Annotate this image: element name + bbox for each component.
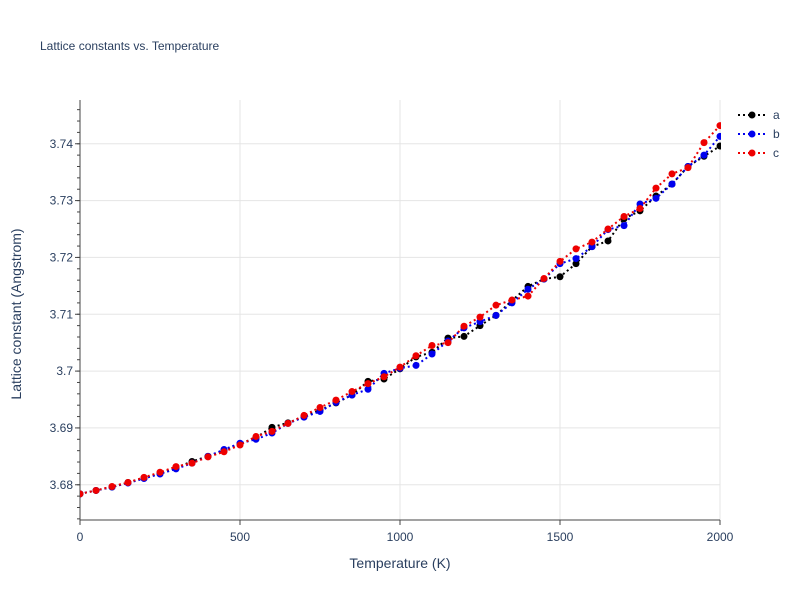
data-point-c xyxy=(444,339,452,347)
data-point-c xyxy=(556,257,564,265)
data-point-a xyxy=(716,142,721,150)
data-point-c xyxy=(572,245,580,253)
data-point-c xyxy=(412,352,420,360)
data-point-c xyxy=(476,313,484,321)
x-tick-label: 1000 xyxy=(387,530,414,544)
legend[interactable]: abc xyxy=(738,108,780,160)
data-point-c xyxy=(604,225,612,233)
x-axis-ticks: 0 500 1000 1500 2000 xyxy=(77,520,734,544)
data-point-c xyxy=(80,490,84,498)
data-point-c xyxy=(252,432,260,440)
series-c xyxy=(80,122,721,498)
data-point-c xyxy=(524,292,532,300)
legend-item-a[interactable]: a xyxy=(738,108,780,122)
y-axis-label: Lattice constant (Angstrom) xyxy=(8,228,24,399)
data-point-c xyxy=(124,478,132,486)
data-point-c xyxy=(108,482,116,490)
y-tick-label: 3.73 xyxy=(50,194,74,208)
x-axis-label: Temperature (K) xyxy=(349,555,450,571)
chart-title: Lattice constants vs. Temperature xyxy=(40,39,220,53)
data-point-c xyxy=(332,396,340,404)
data-point-c xyxy=(396,363,404,371)
y-tick-label: 3.68 xyxy=(50,478,74,492)
y-tick-label: 3.69 xyxy=(50,421,74,435)
legend-item-c[interactable]: c xyxy=(738,146,779,160)
data-point-c xyxy=(268,427,276,435)
x-tick-label: 1500 xyxy=(547,530,574,544)
data-point-c xyxy=(380,373,388,381)
data-point-c xyxy=(588,238,596,246)
y-tick-label: 3.7 xyxy=(56,364,73,378)
data-point-a xyxy=(556,273,564,281)
data-point-c xyxy=(92,486,100,494)
data-point-c xyxy=(316,403,324,411)
legend-marker-a xyxy=(748,111,756,119)
data-point-b xyxy=(620,222,628,230)
data-point-c xyxy=(540,274,548,282)
data-point-c xyxy=(636,205,644,213)
data-point-c xyxy=(620,213,628,221)
data-point-b xyxy=(700,151,708,159)
y-tick-label: 3.71 xyxy=(50,307,74,321)
gridlines xyxy=(80,100,721,520)
data-point-b xyxy=(364,385,372,393)
data-point-c xyxy=(140,473,148,481)
data-point-c xyxy=(172,463,180,471)
data-point-b xyxy=(492,311,500,319)
data-point-c xyxy=(220,448,228,456)
data-point-c xyxy=(188,459,196,467)
data-point-c xyxy=(684,164,692,172)
data-point-b xyxy=(716,132,721,140)
data-point-c xyxy=(508,296,516,304)
data-point-c xyxy=(428,342,436,350)
data-point-b xyxy=(572,255,580,263)
legend-item-b[interactable]: b xyxy=(738,127,780,141)
x-tick-label: 0 xyxy=(77,530,84,544)
data-point-c xyxy=(204,453,212,461)
data-point-c xyxy=(668,170,676,178)
data-point-c xyxy=(460,322,468,330)
y-tick-label: 3.74 xyxy=(50,137,74,151)
data-point-b xyxy=(668,180,676,188)
data-point-c xyxy=(492,301,500,309)
data-point-c xyxy=(156,468,164,476)
y-axis-ticks: 3.68 3.69 3.7 3.71 3.72 3.73 3.74 xyxy=(50,109,80,520)
data-point-c xyxy=(236,441,244,449)
data-point-a xyxy=(604,237,612,245)
data-point-b xyxy=(652,194,660,202)
legend-marker-b xyxy=(748,130,756,138)
legend-label-b: b xyxy=(773,127,780,141)
data-point-b xyxy=(412,361,420,369)
data-point-c xyxy=(348,388,356,396)
legend-marker-c xyxy=(748,149,756,157)
data-point-c xyxy=(700,139,708,147)
data-point-a xyxy=(572,260,580,268)
data-point-a xyxy=(460,332,468,340)
data-point-b xyxy=(524,285,532,293)
series-layer xyxy=(80,122,721,498)
data-point-c xyxy=(364,380,372,388)
legend-label-a: a xyxy=(773,108,780,122)
data-point-c xyxy=(300,411,308,419)
data-point-b xyxy=(428,350,436,358)
legend-label-c: c xyxy=(773,146,779,160)
x-tick-label: 2000 xyxy=(707,530,734,544)
data-point-c xyxy=(716,122,721,130)
x-tick-label: 500 xyxy=(230,530,250,544)
y-tick-label: 3.72 xyxy=(50,250,74,264)
data-point-c xyxy=(284,419,292,427)
data-point-c xyxy=(652,184,660,192)
